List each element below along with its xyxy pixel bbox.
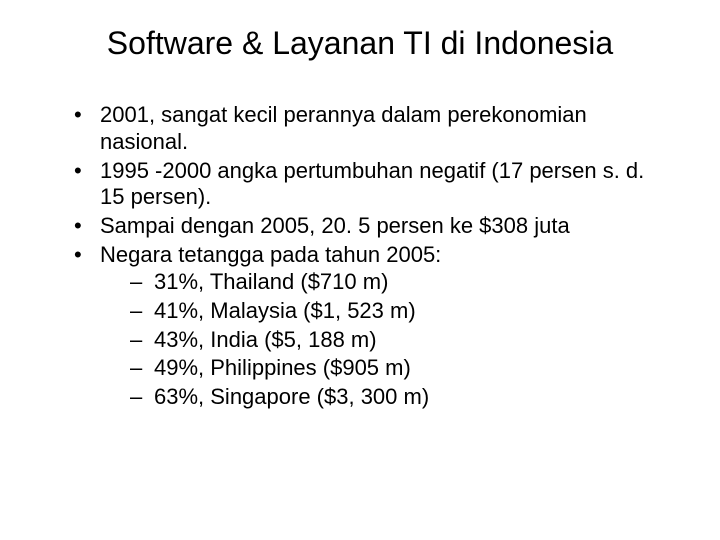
list-item: 41%, Malaysia ($1, 523 m): [132, 298, 670, 325]
sub-text: 49%, Philippines ($905 m): [154, 355, 411, 380]
slide-title: Software & Layanan TI di Indonesia: [50, 25, 670, 62]
list-item: 63%, Singapore ($3, 300 m): [132, 384, 670, 411]
list-item: Sampai dengan 2005, 20. 5 persen ke $308…: [78, 213, 670, 240]
sub-text: 63%, Singapore ($3, 300 m): [154, 384, 429, 409]
list-item: 43%, India ($5, 188 m): [132, 327, 670, 354]
bullet-list: 2001, sangat kecil perannya dalam pereko…: [50, 102, 670, 411]
sub-list: 31%, Thailand ($710 m) 41%, Malaysia ($1…: [100, 269, 670, 411]
bullet-text: 1995 -2000 angka pertumbuhan negatif (17…: [100, 158, 644, 210]
list-item: Negara tetangga pada tahun 2005: 31%, Th…: [78, 242, 670, 411]
bullet-text: Negara tetangga pada tahun 2005:: [100, 242, 441, 267]
list-item: 31%, Thailand ($710 m): [132, 269, 670, 296]
bullet-text: 2001, sangat kecil perannya dalam pereko…: [100, 102, 587, 154]
list-item: 49%, Philippines ($905 m): [132, 355, 670, 382]
list-item: 2001, sangat kecil perannya dalam pereko…: [78, 102, 670, 156]
sub-text: 43%, India ($5, 188 m): [154, 327, 377, 352]
list-item: 1995 -2000 angka pertumbuhan negatif (17…: [78, 158, 670, 212]
bullet-text: Sampai dengan 2005, 20. 5 persen ke $308…: [100, 213, 570, 238]
sub-text: 31%, Thailand ($710 m): [154, 269, 388, 294]
sub-text: 41%, Malaysia ($1, 523 m): [154, 298, 416, 323]
